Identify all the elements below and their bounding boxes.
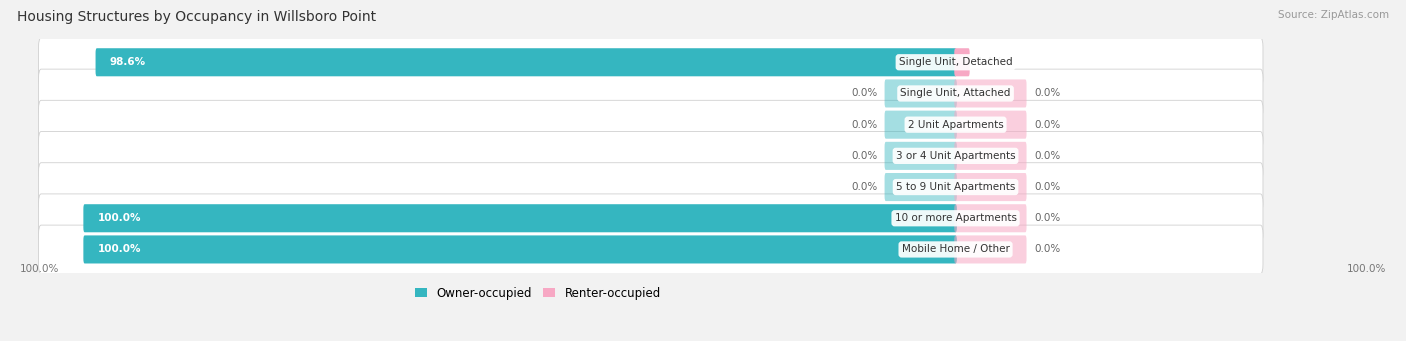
FancyBboxPatch shape (955, 79, 1026, 107)
FancyBboxPatch shape (38, 100, 1263, 149)
Text: 0.0%: 0.0% (1033, 151, 1060, 161)
FancyBboxPatch shape (955, 110, 1026, 139)
FancyBboxPatch shape (955, 142, 1026, 170)
Text: 0.0%: 0.0% (851, 182, 877, 192)
Legend: Owner-occupied, Renter-occupied: Owner-occupied, Renter-occupied (411, 282, 665, 305)
Text: 2 Unit Apartments: 2 Unit Apartments (908, 120, 1004, 130)
Text: 1.4%: 1.4% (977, 57, 1004, 67)
Text: 0.0%: 0.0% (851, 120, 877, 130)
Text: Single Unit, Attached: Single Unit, Attached (900, 88, 1011, 99)
Text: 100.0%: 100.0% (98, 244, 141, 254)
FancyBboxPatch shape (38, 163, 1263, 211)
Text: 0.0%: 0.0% (851, 88, 877, 99)
FancyBboxPatch shape (38, 38, 1263, 87)
Text: 98.6%: 98.6% (110, 57, 146, 67)
Text: 3 or 4 Unit Apartments: 3 or 4 Unit Apartments (896, 151, 1015, 161)
Text: Source: ZipAtlas.com: Source: ZipAtlas.com (1278, 10, 1389, 20)
FancyBboxPatch shape (955, 235, 1026, 264)
Text: 0.0%: 0.0% (1033, 88, 1060, 99)
FancyBboxPatch shape (83, 204, 957, 232)
Text: 100.0%: 100.0% (98, 213, 141, 223)
FancyBboxPatch shape (96, 48, 957, 76)
FancyBboxPatch shape (38, 194, 1263, 242)
FancyBboxPatch shape (884, 110, 957, 139)
FancyBboxPatch shape (884, 173, 957, 201)
FancyBboxPatch shape (38, 225, 1263, 274)
Text: Housing Structures by Occupancy in Willsboro Point: Housing Structures by Occupancy in Wills… (17, 10, 375, 24)
Text: 0.0%: 0.0% (1033, 244, 1060, 254)
Text: 100.0%: 100.0% (20, 264, 59, 274)
Text: 100.0%: 100.0% (1347, 264, 1386, 274)
Text: 0.0%: 0.0% (1033, 213, 1060, 223)
FancyBboxPatch shape (955, 48, 970, 76)
FancyBboxPatch shape (83, 235, 957, 264)
FancyBboxPatch shape (38, 132, 1263, 180)
Text: Mobile Home / Other: Mobile Home / Other (901, 244, 1010, 254)
FancyBboxPatch shape (955, 204, 1026, 232)
FancyBboxPatch shape (884, 79, 957, 107)
FancyBboxPatch shape (38, 69, 1263, 118)
FancyBboxPatch shape (884, 142, 957, 170)
FancyBboxPatch shape (955, 173, 1026, 201)
Text: 0.0%: 0.0% (851, 151, 877, 161)
Text: 0.0%: 0.0% (1033, 182, 1060, 192)
Text: 0.0%: 0.0% (1033, 120, 1060, 130)
Text: Single Unit, Detached: Single Unit, Detached (898, 57, 1012, 67)
Text: 5 to 9 Unit Apartments: 5 to 9 Unit Apartments (896, 182, 1015, 192)
Text: 10 or more Apartments: 10 or more Apartments (894, 213, 1017, 223)
